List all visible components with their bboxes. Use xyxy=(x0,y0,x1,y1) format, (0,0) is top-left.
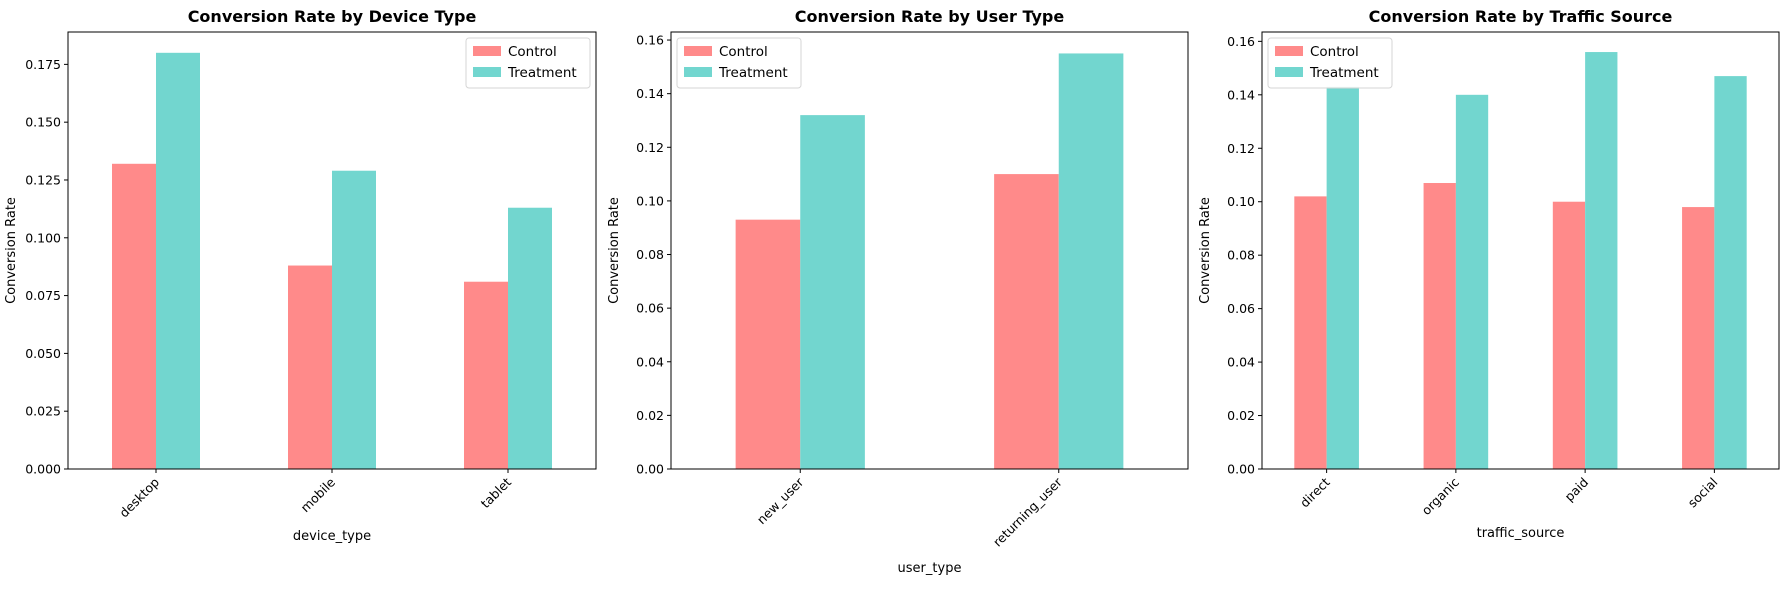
legend-swatch-control xyxy=(1275,46,1303,56)
bar-control-mobile xyxy=(288,265,332,469)
y-axis-label: Conversion Rate xyxy=(1198,197,1213,304)
y-tick-label: 0.16 xyxy=(1227,34,1255,49)
bar-control-new_user xyxy=(735,219,801,469)
legend-swatch-treatment xyxy=(1275,67,1303,77)
bar-treatment-returning_user xyxy=(1058,53,1124,470)
chart-panel-3: Conversion Rate by Traffic Source direct o… xyxy=(1198,7,1780,541)
bar-treatment-social xyxy=(1714,76,1747,469)
x-tick-label: organic xyxy=(1419,474,1463,518)
bar-control-direct xyxy=(1294,196,1327,469)
y-tick-label: 0.025 xyxy=(25,404,61,419)
legend: Control Treatment xyxy=(465,37,591,89)
bar-treatment-new_user xyxy=(800,115,865,470)
legend-swatch-control xyxy=(473,46,501,56)
bar-treatment-tablet xyxy=(508,207,552,470)
chart-panel-2: Conversion Rate by User Type new_user retu… xyxy=(607,7,1189,576)
y-tick-label: 0.050 xyxy=(25,346,61,361)
x-tick-label: returning_user xyxy=(990,474,1066,550)
bar-control-social xyxy=(1682,207,1715,470)
y-tick-label: 0.10 xyxy=(1227,194,1255,209)
x-tick-label: social xyxy=(1685,475,1721,511)
y-tick-label: 0.08 xyxy=(636,247,664,262)
bar-control-paid xyxy=(1552,201,1586,469)
legend-label-control: Control xyxy=(719,44,768,60)
x-tick-label: tablet xyxy=(478,474,515,511)
legend-swatch-control xyxy=(684,46,712,56)
axes-frame xyxy=(670,31,1189,470)
y-tick-label: 0.14 xyxy=(1227,87,1255,102)
x-axis-label: user_type xyxy=(898,561,962,576)
x-tick-label: desktop xyxy=(116,474,162,520)
y-tick-label: 0.16 xyxy=(636,33,664,48)
legend: Control Treatment xyxy=(1267,37,1393,89)
chart-title: Conversion Rate by User Type xyxy=(795,7,1065,26)
legend-label-treatment: Treatment xyxy=(1309,65,1379,81)
axes-frame xyxy=(67,31,597,470)
chart-title: Conversion Rate by Traffic Source xyxy=(1369,7,1673,26)
y-tick-label: 0.06 xyxy=(1227,301,1255,316)
y-tick-label: 0.00 xyxy=(636,462,664,477)
legend-label-control: Control xyxy=(508,44,557,60)
bar-control-desktop xyxy=(112,163,156,470)
legend-label-control: Control xyxy=(1310,44,1359,60)
bar-treatment-desktop xyxy=(156,52,200,470)
y-tick-label: 0.075 xyxy=(25,288,61,303)
bar-treatment-organic xyxy=(1455,94,1489,469)
y-tick-label: 0.12 xyxy=(636,140,664,155)
legend-label-treatment: Treatment xyxy=(507,65,577,81)
bar-control-returning_user xyxy=(994,174,1059,469)
y-tick-label: 0.14 xyxy=(636,86,664,101)
bar-control-tablet xyxy=(464,281,508,469)
y-tick-label: 0.04 xyxy=(636,354,664,369)
legend: Control Treatment xyxy=(676,37,802,89)
x-tick-label: new_user xyxy=(754,474,807,527)
y-tick-label: 0.150 xyxy=(25,115,61,130)
chart-panel-1: Conversion Rate by Device Type desktop mob… xyxy=(4,7,597,544)
x-tick-label: direct xyxy=(1297,474,1333,510)
legend-swatch-treatment xyxy=(473,67,501,77)
y-tick-label: 0.06 xyxy=(636,301,664,316)
bar-treatment-mobile xyxy=(332,170,376,469)
x-tick-label: paid xyxy=(1562,475,1592,505)
chart-title: Conversion Rate by Device Type xyxy=(188,7,477,26)
x-axis-label: traffic_source xyxy=(1477,526,1565,541)
y-tick-label: 0.08 xyxy=(1227,248,1255,263)
x-axis-label: device_type xyxy=(293,529,371,544)
y-tick-label: 0.10 xyxy=(636,193,664,208)
bar-treatment-paid xyxy=(1585,52,1618,470)
y-tick-label: 0.000 xyxy=(25,462,61,477)
y-tick-label: 0.12 xyxy=(1227,141,1255,156)
y-axis-label: Conversion Rate xyxy=(607,197,622,304)
y-tick-label: 0.00 xyxy=(1227,462,1255,477)
bar-control-organic xyxy=(1423,183,1456,469)
y-tick-label: 0.04 xyxy=(1227,355,1255,370)
y-tick-label: 0.02 xyxy=(636,408,664,423)
y-tick-label: 0.100 xyxy=(25,230,61,245)
y-tick-label: 0.125 xyxy=(25,172,61,187)
y-tick-label: 0.175 xyxy=(25,57,61,72)
legend-label-treatment: Treatment xyxy=(718,65,788,81)
y-tick-label: 0.02 xyxy=(1227,408,1255,423)
axes-frame xyxy=(1261,31,1780,470)
legend-swatch-treatment xyxy=(684,67,712,77)
x-tick-label: mobile xyxy=(298,474,339,515)
bar-treatment-direct xyxy=(1326,86,1359,469)
y-axis-label: Conversion Rate xyxy=(4,197,19,304)
